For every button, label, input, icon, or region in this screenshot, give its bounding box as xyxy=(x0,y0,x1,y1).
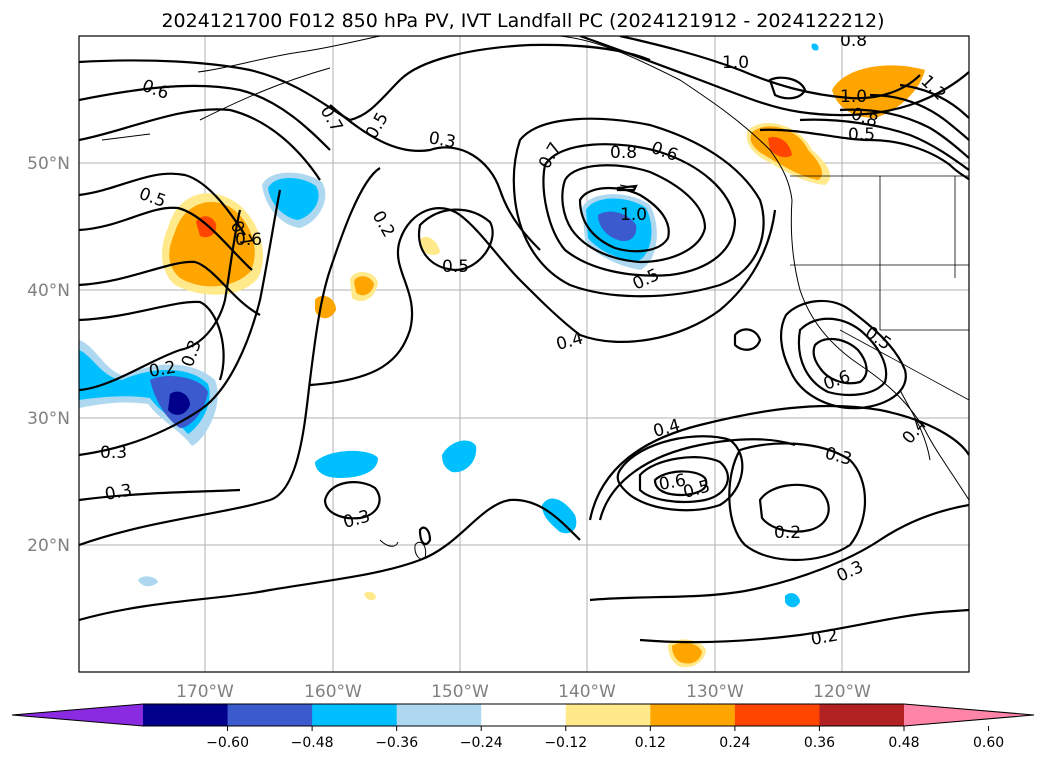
colorbar-tick-label: 0.12 xyxy=(635,735,666,751)
colorbar-segment xyxy=(819,704,905,726)
contour-label: 0.5 xyxy=(861,323,895,355)
colorbar-segment xyxy=(312,704,398,726)
contour-label: 0.7 xyxy=(535,139,566,172)
contour-label: 0.6 xyxy=(821,367,853,395)
lat-label: 20°N xyxy=(27,536,70,556)
lat-label: 40°N xyxy=(27,281,70,301)
colorbar-outline xyxy=(11,703,1035,727)
contour-label: 0.3 xyxy=(823,444,854,470)
contour-label: 0.7 xyxy=(316,103,347,136)
colorbar-tick-label: −0.12 xyxy=(544,735,587,751)
colorbar-segment xyxy=(481,704,567,726)
colorbar-extend-min xyxy=(12,704,143,726)
contour-label: 0.3 xyxy=(103,481,133,505)
lon-label: 140°W xyxy=(558,682,616,702)
contour-label: 0.2 xyxy=(147,358,177,382)
lon-label: 120°W xyxy=(813,682,871,702)
contour-label: 0.8 xyxy=(610,143,637,163)
contour-label: 1.0 xyxy=(620,205,647,225)
contour-label: 0.6 xyxy=(648,138,680,166)
contour-label: 0.5 xyxy=(362,109,393,142)
latitude-labels: 50°N 40°N 30°N 20°N xyxy=(27,154,70,556)
colorbar-tick-label: 0.24 xyxy=(719,735,750,751)
colorbar-segment xyxy=(143,704,229,726)
colorbar-segment xyxy=(650,704,736,726)
longitude-labels: 170°W 160°W 150°W 140°W 130°W 120°W xyxy=(176,682,871,702)
contour-label: 0.2 xyxy=(368,208,399,241)
colorbar-tick-label: −0.48 xyxy=(291,735,334,751)
map-panel: 0.6 0.7 0.5 0.3 0.7 0.8 0.6 1.0 0.8 1.0 … xyxy=(79,31,969,672)
contour-label: 0.4 xyxy=(554,329,585,355)
lat-label: 50°N xyxy=(27,154,70,174)
colorbar-segment xyxy=(227,704,313,726)
colorbar-extend-max xyxy=(904,704,1034,726)
colorbar-tick-label: −0.24 xyxy=(460,735,503,751)
pv-contours xyxy=(79,36,969,644)
contour-label: 0.5 xyxy=(848,125,875,145)
contour-label: 1.0 xyxy=(840,87,867,107)
lon-label: 170°W xyxy=(176,682,234,702)
colorbar-tick-label: −0.36 xyxy=(375,735,418,751)
lon-label: 160°W xyxy=(304,682,362,702)
contour-label: 0.3 xyxy=(178,337,206,369)
lon-label: 130°W xyxy=(686,682,744,702)
contour-label: 1.0 xyxy=(722,53,749,73)
figure-title: 2024121700 F012 850 hPa PV, IVT Landfall… xyxy=(161,10,884,32)
graticule xyxy=(79,36,969,672)
colorbar-tick-label: 0.36 xyxy=(804,735,835,751)
colorbar-tick-label: 0.48 xyxy=(888,735,919,751)
contour-label: 0.6 xyxy=(235,230,262,250)
contour-label: 0.8 xyxy=(840,31,867,51)
colorbar-tick-label: −0.60 xyxy=(206,735,249,751)
contour-label: 0.2 xyxy=(774,523,801,543)
map-frame xyxy=(78,35,970,673)
colorbar-tick-label: 0.60 xyxy=(973,735,1004,751)
contour-label: 0.2 xyxy=(809,626,839,650)
contour-label: 0.6 xyxy=(657,471,687,495)
lat-label: 30°N xyxy=(27,409,70,429)
pv-shading xyxy=(79,43,925,668)
contour-label: 0.6 xyxy=(139,76,171,104)
contour-label: 0.3 xyxy=(100,443,127,463)
colorbar-segment xyxy=(565,704,651,726)
colorbar: −0.60 −0.48 −0.36 −0.24 −0.12 0.12 0.24 0.36 0.4… xyxy=(11,703,1035,751)
coastlines xyxy=(101,36,969,560)
lon-label: 150°W xyxy=(431,682,489,702)
colorbar-segment xyxy=(734,704,820,726)
contour-label: 0.3 xyxy=(427,128,457,152)
contour-label: 0.5 xyxy=(442,257,469,277)
colorbar-segment xyxy=(396,704,482,726)
contour-label: 0.3 xyxy=(341,507,372,533)
